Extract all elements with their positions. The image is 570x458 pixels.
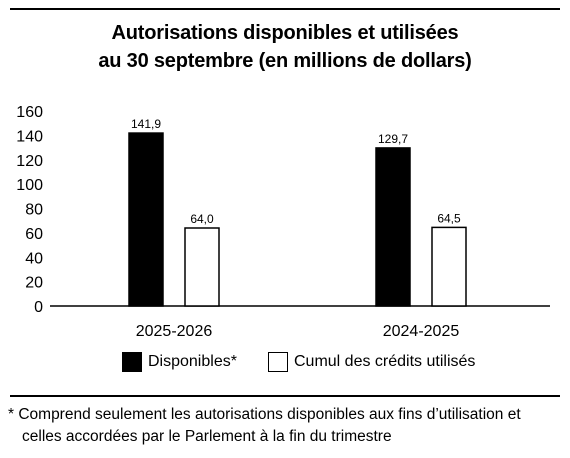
y-tick-label: 0 <box>34 299 43 316</box>
y-tick-label: 40 <box>25 250 43 267</box>
data-label-available: 129,7 <box>378 132 408 146</box>
legend-label-available: Disponibles* <box>148 353 237 370</box>
chart-title-line-2: au 30 septembre (en millions de dollars) <box>98 50 472 72</box>
x-category-label: 2025-2026 <box>136 323 213 340</box>
y-tick-label: 100 <box>16 177 43 194</box>
y-tick-label: 140 <box>16 128 43 145</box>
footnote-line-2: celles accordées par le Parlement à la f… <box>22 428 392 445</box>
bar-used <box>184 227 220 307</box>
data-label-available: 141,9 <box>131 117 161 131</box>
y-tick-label: 120 <box>16 153 43 170</box>
y-tick-label: 160 <box>16 104 43 121</box>
y-tick-label: 80 <box>25 202 43 219</box>
footnote-line-1: * Comprend seulement les autorisations d… <box>8 406 521 423</box>
legend-item-available: Disponibles* <box>122 352 237 372</box>
data-label-used: 64,0 <box>190 212 214 226</box>
bar-available <box>128 132 164 307</box>
legend-swatch-available <box>122 352 142 372</box>
top-rule <box>10 8 560 10</box>
legend-label-used: Cumul des crédits utilisés <box>294 353 476 370</box>
y-tick-label: 20 <box>25 275 43 292</box>
x-category-label: 2024-2025 <box>383 323 460 340</box>
chart-title-line-1: Autorisations disponibles et utilisées <box>111 22 459 44</box>
data-label-used: 64,5 <box>437 211 461 225</box>
bar-available <box>375 147 411 307</box>
legend-item-used: Cumul des crédits utilisés <box>268 352 475 372</box>
y-tick-label: 60 <box>25 226 43 243</box>
bottom-rule <box>10 395 560 397</box>
legend-swatch-used <box>268 352 288 372</box>
bar-used <box>431 226 467 307</box>
